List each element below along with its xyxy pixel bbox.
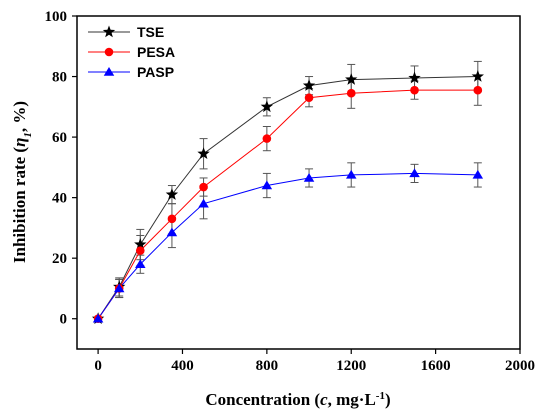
pasp-point <box>198 198 209 208</box>
pasp-point <box>472 169 484 179</box>
y-axis-title-part: Inhibition rate ( <box>10 147 29 264</box>
pasp-point <box>261 180 273 190</box>
pasp-point <box>166 227 178 237</box>
y-tick-label: 20 <box>52 251 67 267</box>
pasp-line <box>97 172 478 320</box>
legend-label-pesa: PESA <box>137 44 175 60</box>
pesa-line <box>97 89 478 320</box>
y-tick-label: 60 <box>52 130 67 146</box>
x-tick-label: 800 <box>256 358 279 374</box>
y-axis-title-sub: 1 <box>22 132 34 138</box>
legend: TSE PESA PASP <box>88 24 175 80</box>
legend-marker-tse <box>102 25 116 38</box>
y-axis-title-close: , %) <box>10 101 29 132</box>
pasp-point <box>92 313 104 323</box>
x-axis-title-unit: , mg·L <box>328 390 376 409</box>
tse-point <box>197 147 210 159</box>
pesa-point <box>167 214 177 224</box>
x-axis-title-var: c <box>320 390 328 409</box>
tse-point <box>345 73 358 85</box>
x-tick-label: 1600 <box>421 358 451 374</box>
pasp-point <box>113 283 125 293</box>
pesa-point <box>135 246 145 255</box>
legend-marker-pesa <box>104 47 114 57</box>
tse-point <box>260 100 274 113</box>
pesa-point <box>199 182 208 192</box>
axis-ticks: 0 400 800 1200 1600 2000 0 20 40 60 80 100 <box>45 9 536 374</box>
y-axis-title-var: η <box>10 138 29 147</box>
x-axis-title-close: ) <box>385 390 391 409</box>
legend-label-tse: TSE <box>137 24 164 40</box>
y-tick-label: 100 <box>45 9 68 25</box>
x-tick-label: 1200 <box>336 358 366 374</box>
tse-point <box>408 71 421 84</box>
legend-label-pasp: PASP <box>137 64 174 80</box>
pasp-point <box>409 168 420 178</box>
tse-point <box>302 79 316 91</box>
x-axis-title-part: Concentration ( <box>205 390 320 409</box>
pasp-point <box>135 259 146 268</box>
pesa-point <box>473 85 483 95</box>
x-tick-label: 2000 <box>505 358 535 374</box>
plot-frame <box>76 15 521 350</box>
x-tick-label: 0 <box>94 358 102 374</box>
pasp-point <box>303 172 315 182</box>
pesa-point <box>262 134 272 143</box>
pasp-point <box>345 169 357 179</box>
y-tick-label: 40 <box>52 191 67 207</box>
legend-marker-pasp <box>103 67 115 76</box>
tse-point <box>471 70 484 82</box>
x-axis-title: Concentration (c, mg·L-1) <box>205 390 390 409</box>
tse-point <box>165 188 179 200</box>
y-tick-label: 0 <box>60 312 68 328</box>
y-axis-title: Inhibition rate (η1, %) <box>10 101 34 263</box>
tse-point <box>134 238 147 250</box>
pesa-point <box>410 85 419 95</box>
x-tick-label: 400 <box>171 358 194 374</box>
series-lines <box>97 76 478 320</box>
series-markers <box>91 70 484 324</box>
x-axis-title-exp: -1 <box>376 390 385 402</box>
tse-line <box>97 76 478 320</box>
pesa-point <box>346 88 356 98</box>
y-tick-label: 80 <box>52 70 67 86</box>
pesa-point <box>304 93 314 103</box>
